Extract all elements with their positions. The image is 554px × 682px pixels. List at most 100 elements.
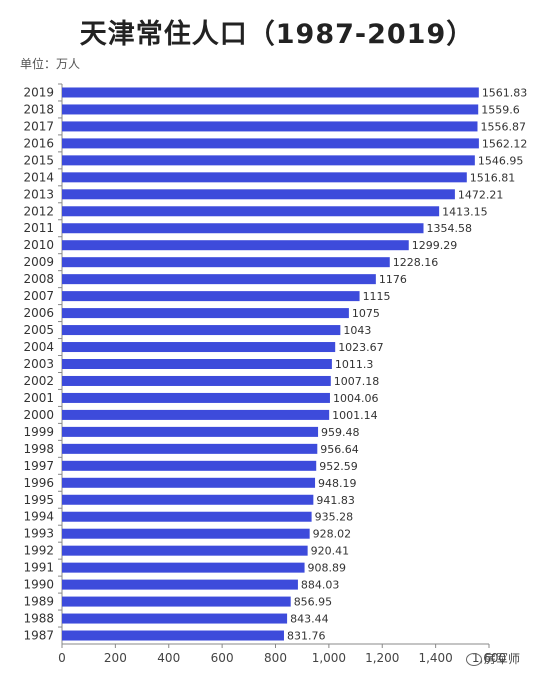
y-tick-label: 1999 bbox=[23, 425, 54, 439]
bar bbox=[62, 359, 332, 369]
y-tick-label: 2004 bbox=[23, 340, 54, 354]
data-label: 941.83 bbox=[316, 494, 355, 507]
data-label: 884.03 bbox=[301, 579, 340, 592]
bar bbox=[62, 596, 291, 607]
data-label: 843.44 bbox=[290, 613, 329, 626]
y-tick-label: 2008 bbox=[23, 272, 54, 286]
bar bbox=[62, 155, 475, 166]
data-label: 952.59 bbox=[319, 460, 358, 473]
y-tick-label: 1997 bbox=[23, 459, 54, 473]
x-tick-label: 0 bbox=[58, 651, 66, 665]
bar bbox=[62, 308, 349, 319]
y-tick-label: 2014 bbox=[23, 170, 54, 184]
data-label: 1559.6 bbox=[481, 103, 520, 116]
y-tick-label: 2006 bbox=[23, 306, 54, 320]
watermark: 房军师 bbox=[466, 650, 520, 667]
data-label: 1299.29 bbox=[412, 239, 458, 252]
data-label: 1043 bbox=[343, 324, 371, 337]
y-tick-label: 2019 bbox=[23, 85, 54, 99]
data-label: 908.89 bbox=[308, 562, 347, 575]
x-tick-label: 800 bbox=[264, 651, 287, 665]
y-tick-label: 2001 bbox=[23, 391, 54, 405]
chart-title: 天津常住人口（1987-2019） bbox=[79, 19, 475, 50]
bar bbox=[62, 630, 284, 641]
data-label: 920.41 bbox=[311, 545, 350, 558]
bar bbox=[62, 274, 376, 285]
x-tick-label: 1,400 bbox=[418, 651, 452, 665]
bar bbox=[62, 392, 330, 403]
unit-label: 单位：万人 bbox=[20, 57, 81, 71]
data-label: 1354.58 bbox=[427, 222, 473, 235]
x-tick-label: 600 bbox=[211, 651, 234, 665]
x-tick-label: 1,000 bbox=[312, 651, 346, 665]
x-tick-label: 200 bbox=[104, 651, 127, 665]
bar bbox=[62, 291, 360, 302]
bar bbox=[62, 545, 308, 556]
bar bbox=[62, 342, 336, 353]
data-label: 1023.67 bbox=[338, 341, 384, 354]
bar bbox=[62, 240, 409, 251]
y-tick-label: 2000 bbox=[23, 408, 54, 422]
data-label: 1176 bbox=[379, 273, 407, 286]
bar bbox=[62, 172, 467, 183]
data-label: 1516.81 bbox=[470, 171, 516, 184]
data-label: 1472.21 bbox=[458, 188, 504, 201]
bar bbox=[62, 87, 479, 98]
y-tick-label: 1992 bbox=[23, 544, 54, 558]
data-label: 956.64 bbox=[320, 443, 359, 456]
data-label: 1004.06 bbox=[333, 392, 379, 405]
bar bbox=[62, 189, 455, 200]
y-tick-label: 1990 bbox=[23, 578, 54, 592]
y-tick-label: 2015 bbox=[23, 153, 54, 167]
data-label: 1556.87 bbox=[480, 120, 526, 133]
data-label: 1011.3 bbox=[335, 358, 374, 371]
y-tick-label: 2013 bbox=[23, 187, 54, 201]
bar bbox=[62, 477, 316, 488]
data-label: 1007.18 bbox=[334, 375, 380, 388]
x-tick-label: 400 bbox=[157, 651, 180, 665]
y-tick-label: 2007 bbox=[23, 289, 54, 303]
data-label: 1228.16 bbox=[393, 256, 439, 269]
bar bbox=[62, 138, 479, 149]
y-tick-label: 1994 bbox=[23, 510, 54, 524]
data-label: 856.95 bbox=[294, 596, 333, 609]
bar bbox=[62, 375, 331, 386]
y-tick-label: 1989 bbox=[23, 595, 54, 609]
y-tick-label: 1987 bbox=[23, 629, 54, 643]
data-label: 1413.15 bbox=[442, 205, 488, 218]
data-label: 1562.12 bbox=[482, 137, 527, 150]
data-label: 1001.14 bbox=[332, 409, 378, 422]
data-label: 928.02 bbox=[313, 528, 352, 541]
data-label: 959.48 bbox=[321, 426, 360, 439]
data-label: 1561.83 bbox=[482, 86, 527, 99]
y-tick-label: 2011 bbox=[23, 221, 54, 235]
bar bbox=[62, 409, 330, 420]
watermark-text: 房军师 bbox=[484, 652, 521, 666]
y-tick-label: 1998 bbox=[23, 442, 54, 456]
y-tick-label: 2018 bbox=[23, 102, 54, 116]
bar bbox=[62, 511, 312, 522]
y-tick-label: 2017 bbox=[23, 119, 54, 133]
bar bbox=[62, 426, 319, 437]
data-label: 1546.95 bbox=[478, 154, 524, 167]
bar bbox=[62, 121, 478, 132]
x-tick-label: 1,200 bbox=[365, 651, 399, 665]
bar bbox=[62, 562, 305, 573]
bar bbox=[62, 443, 318, 454]
bar bbox=[62, 579, 298, 590]
data-label: 948.19 bbox=[318, 477, 357, 490]
bar bbox=[62, 223, 424, 234]
bar bbox=[62, 460, 317, 471]
y-tick-label: 1993 bbox=[23, 527, 54, 541]
y-tick-label: 2005 bbox=[23, 323, 54, 337]
bar bbox=[62, 104, 479, 115]
y-tick-label: 2009 bbox=[23, 255, 54, 269]
bar bbox=[62, 613, 288, 624]
y-tick-label: 1995 bbox=[23, 493, 54, 507]
y-tick-label: 1988 bbox=[23, 612, 54, 626]
data-label: 1075 bbox=[352, 307, 380, 320]
data-label: 935.28 bbox=[315, 511, 354, 524]
wechat-icon bbox=[466, 653, 482, 666]
y-tick-label: 1996 bbox=[23, 476, 54, 490]
